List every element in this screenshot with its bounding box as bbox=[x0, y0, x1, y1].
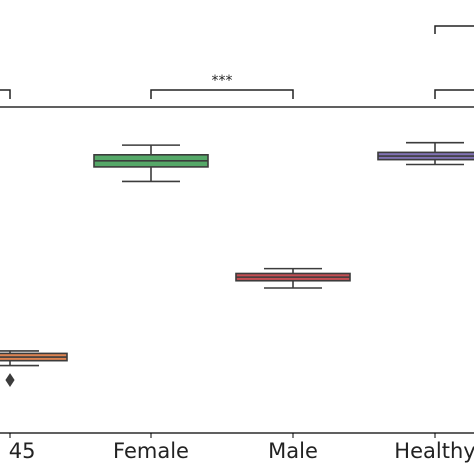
x-tick-label: ≥ 45 bbox=[0, 439, 36, 463]
significance-label: *** bbox=[212, 73, 233, 89]
bracket-left-partial bbox=[0, 89, 11, 99]
plot-frame bbox=[0, 106, 474, 438]
outlier-point bbox=[5, 373, 15, 387]
x-tick-label: Female bbox=[113, 439, 189, 463]
box-2 bbox=[93, 144, 209, 183]
x-tick-labels: ≥ 45 Female Male Healthy bbox=[0, 439, 474, 463]
box-1 bbox=[0, 350, 68, 387]
bracket-female-male bbox=[150, 89, 294, 99]
bracket-right-partial-low bbox=[434, 89, 474, 99]
bracket-right-partial-high bbox=[434, 25, 474, 34]
x-tick-label: Male bbox=[268, 439, 318, 463]
significance-brackets: *** bbox=[0, 25, 474, 99]
box-series bbox=[0, 141, 474, 387]
x-tick-label: Healthy bbox=[394, 439, 474, 463]
box-4 bbox=[377, 141, 474, 166]
box-3 bbox=[235, 267, 351, 289]
